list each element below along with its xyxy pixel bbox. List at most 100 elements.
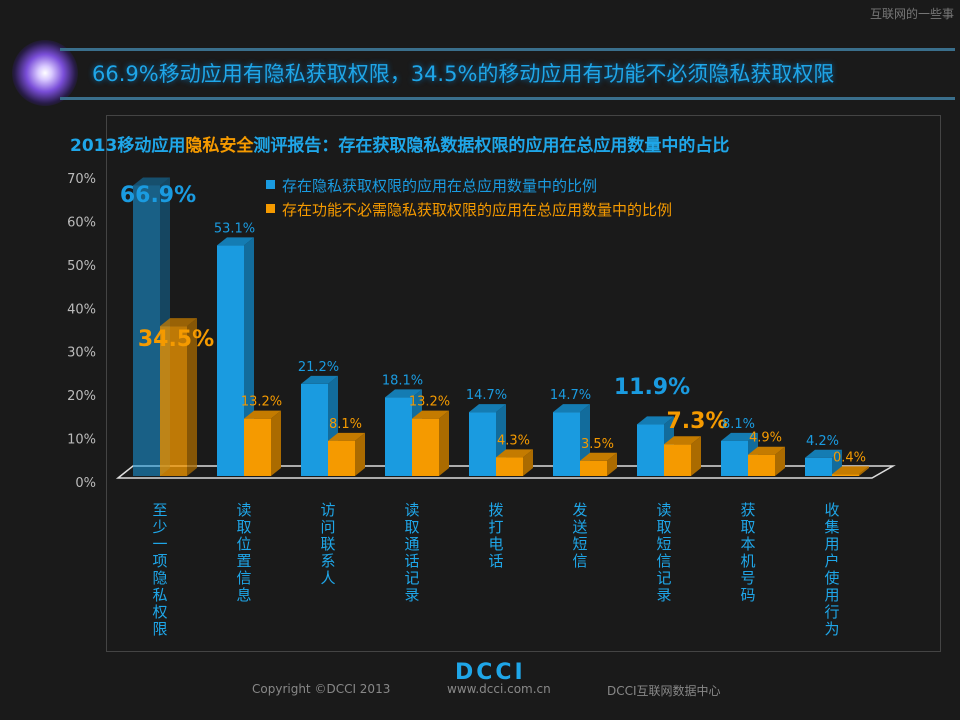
category-label-char: 号 <box>740 569 755 587</box>
bar-top <box>832 466 869 475</box>
category-label-char: 记 <box>404 569 419 587</box>
chart-floor <box>115 465 896 479</box>
data-label: 4.2% <box>806 434 839 449</box>
category-label-char: 人 <box>320 569 335 587</box>
bar <box>832 474 859 476</box>
y-tick-label: 70% <box>67 172 96 187</box>
category-label-char: 记 <box>656 569 671 587</box>
category-label-char: 本 <box>740 535 755 553</box>
category-label-char: 拨 <box>488 501 503 519</box>
category-label-char: 少 <box>152 518 167 536</box>
banner-frame <box>60 48 955 100</box>
bar <box>805 457 832 476</box>
category-label-char: 问 <box>320 518 335 536</box>
y-tick-label: 60% <box>67 215 96 230</box>
y-tick-label: 10% <box>67 433 96 448</box>
bar <box>133 185 160 476</box>
bar-top <box>244 410 281 419</box>
category-label-char: 通 <box>404 535 419 553</box>
category-label-char: 取 <box>236 518 251 536</box>
category-label-char: 发 <box>572 501 587 519</box>
data-label: 8.1% <box>329 417 362 432</box>
category-label-char: 信 <box>236 569 251 587</box>
category-label-char: 访 <box>320 501 335 519</box>
category-label-char: 话 <box>488 552 503 570</box>
category-label-char: 短 <box>656 535 671 553</box>
category-label-char: 权 <box>152 603 167 621</box>
category-label-char: 取 <box>404 518 419 536</box>
bar <box>385 397 412 476</box>
category-label-char: 取 <box>656 518 671 536</box>
bar <box>721 440 748 476</box>
bar <box>637 424 664 476</box>
category-label-char: 集 <box>824 518 839 536</box>
legend-swatch <box>266 180 275 189</box>
y-tick-label: 0% <box>75 476 96 491</box>
chart-title: 2013移动应用隐私安全测评报告：存在获取隐私数据权限的应用在总应用数量中的占比 <box>70 136 730 156</box>
category-label-char: 读 <box>236 501 251 519</box>
bar-top <box>580 452 617 461</box>
category-label-char: 位 <box>236 535 251 553</box>
bar <box>328 440 355 476</box>
bar-side <box>271 410 281 476</box>
category-label-char: 送 <box>572 518 587 536</box>
orb-decoration-icon <box>12 40 78 106</box>
bar-side <box>775 446 785 476</box>
category-label-char: 电 <box>488 535 503 553</box>
category-label-char: 私 <box>152 586 167 604</box>
bar-top <box>637 416 674 425</box>
bar-top <box>721 432 758 441</box>
copyright: Copyright ©DCCI 2013 <box>252 682 391 696</box>
bar <box>412 418 439 476</box>
data-label: 3.5% <box>581 437 614 452</box>
data-label: 8.1% <box>722 417 755 432</box>
bar-top <box>748 446 785 455</box>
bar-top <box>469 404 506 413</box>
bar-top <box>496 449 533 458</box>
legend-swatch <box>266 204 275 213</box>
category-label-char: 联 <box>320 535 335 553</box>
bar-top <box>133 177 170 186</box>
data-label: 18.1% <box>382 373 423 388</box>
bar-top <box>553 404 590 413</box>
bar-top <box>412 410 449 419</box>
bar-top <box>805 449 842 458</box>
category-label-char: 行 <box>824 603 839 621</box>
category-label-char: 打 <box>488 518 503 536</box>
chart-panel <box>106 115 941 652</box>
category-label-char: 隐 <box>152 569 167 587</box>
category-label-char: 户 <box>824 552 839 570</box>
bar-top <box>160 318 197 327</box>
dcci-logo: DCCI <box>455 660 526 685</box>
bar-side <box>859 466 869 476</box>
y-tick-label: 30% <box>67 346 96 361</box>
category-label-char: 机 <box>740 552 755 570</box>
category-label-char: 读 <box>656 501 671 519</box>
data-label: 21.2% <box>298 360 339 375</box>
watermark: 互联网的一些事 <box>869 7 954 21</box>
data-label: 14.7% <box>550 388 591 403</box>
category-label-char: 项 <box>152 552 167 570</box>
bar <box>160 326 187 476</box>
category-label-char: 用 <box>824 535 839 553</box>
bar-side <box>439 410 449 476</box>
category-label-char: 系 <box>320 552 335 570</box>
data-label: 4.3% <box>497 433 530 448</box>
legend-label: 存在隐私获取权限的应用在总应用数量中的比例 <box>282 177 597 195</box>
data-label: 13.2% <box>241 395 282 410</box>
category-label-char: 信 <box>656 552 671 570</box>
category-label-char: 置 <box>236 552 251 570</box>
data-label: 66.9% <box>120 183 196 208</box>
legend-label: 存在功能不必需隐私获取权限的应用在总应用数量中的比例 <box>282 201 672 219</box>
bar-top <box>217 237 254 246</box>
data-label: 4.9% <box>749 431 782 446</box>
bar <box>553 412 580 476</box>
data-label: 0.4% <box>833 450 866 465</box>
website-url: www.dcci.com.cn <box>447 682 551 696</box>
category-label-char: 话 <box>404 552 419 570</box>
bar-side <box>355 432 365 476</box>
data-label: 13.2% <box>409 395 450 410</box>
data-label: 7.3% <box>666 409 727 434</box>
data-label: 11.9% <box>614 375 690 400</box>
